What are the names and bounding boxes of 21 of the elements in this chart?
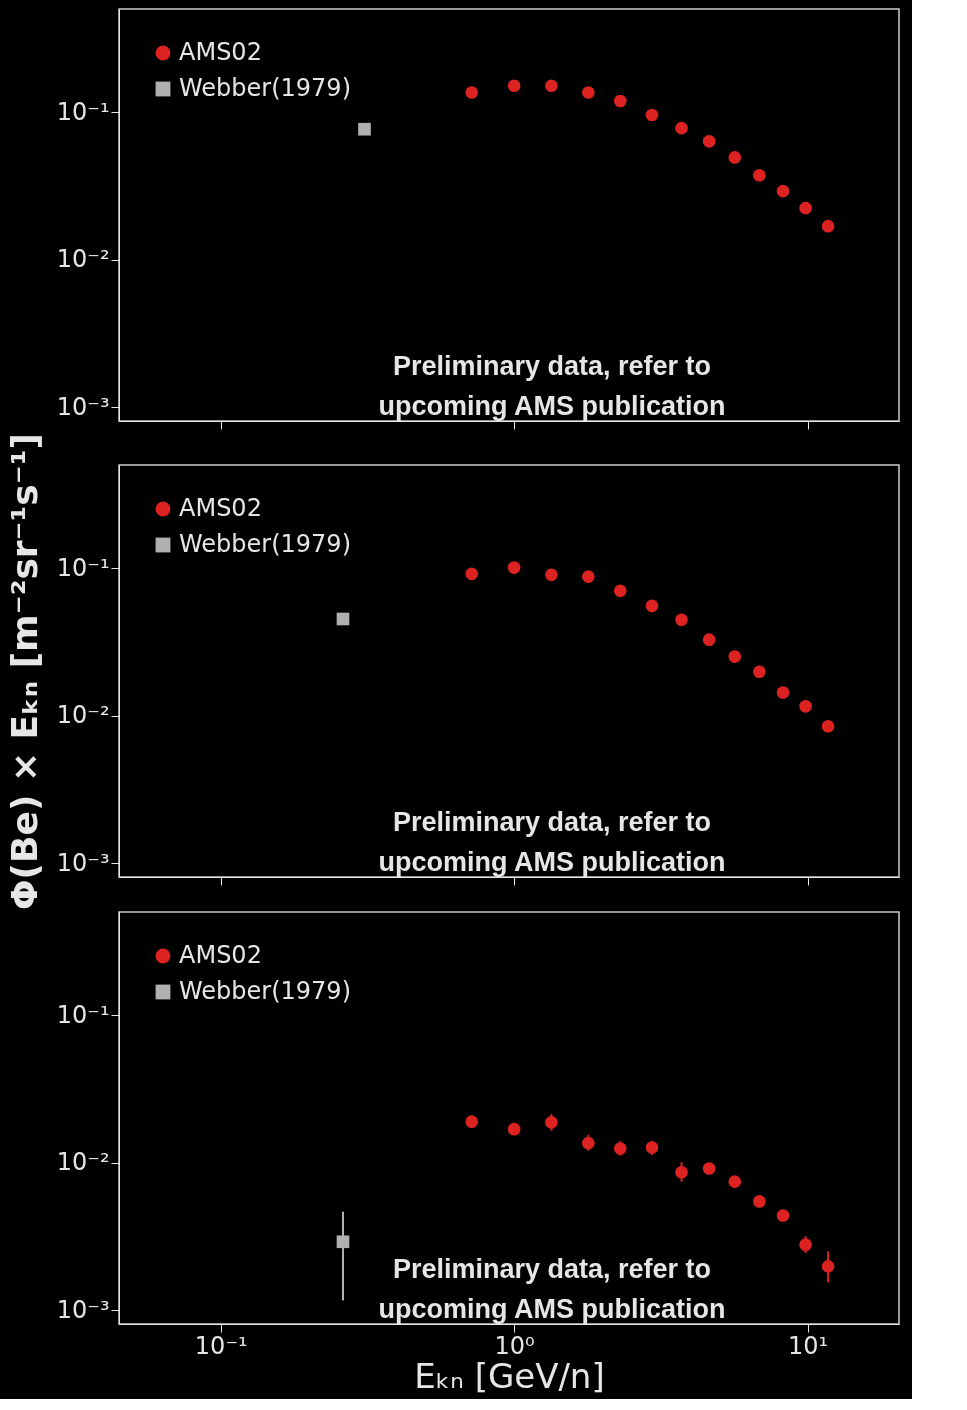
x-tick-label: 10¹ bbox=[787, 1331, 829, 1360]
legend-label: Webber(1979) bbox=[179, 977, 351, 1005]
annotation: Preliminary data, refer to upcoming AMS publication bbox=[378, 1254, 726, 1324]
x-tick-label: 10⁻¹ bbox=[194, 1331, 248, 1360]
legend-label: Webber(1979) bbox=[179, 530, 351, 558]
annotation: Preliminary data, refer to upcoming AMS publication bbox=[378, 351, 726, 421]
y-tick-label: 10⁻³ bbox=[56, 848, 110, 877]
legend-label: AMS02 bbox=[179, 941, 262, 969]
y-tick-label: 10⁻² bbox=[56, 245, 110, 274]
legend-label: Webber(1979) bbox=[179, 74, 351, 102]
y-axis-title: Φ(Be) × Eₖₙ [m⁻²sr⁻¹s⁻¹] bbox=[3, 433, 45, 910]
y-tick-label: 10⁻¹ bbox=[56, 553, 110, 582]
legend-label: AMS02 bbox=[179, 38, 262, 66]
y-tick-label: 10⁻² bbox=[56, 701, 110, 730]
y-tick-label: 10⁻³ bbox=[56, 392, 110, 421]
y-tick-label: 10⁻¹ bbox=[56, 97, 110, 126]
legend-label: AMS02 bbox=[179, 494, 262, 522]
y-tick-label: 10⁻¹ bbox=[56, 1000, 110, 1029]
annotation: Preliminary data, refer to upcoming AMS publication bbox=[378, 807, 726, 877]
y-tick-label: 10⁻² bbox=[56, 1148, 110, 1177]
y-tick-label: 10⁻³ bbox=[56, 1295, 110, 1324]
